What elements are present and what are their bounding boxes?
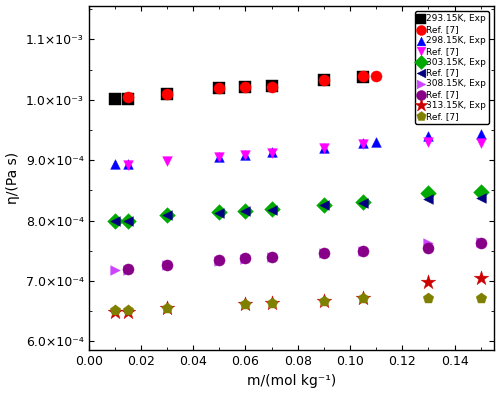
303.15K, Exp: [268, 206, 276, 212]
303.15K, Exp: [424, 190, 432, 197]
313.15K, Exp: [124, 309, 132, 316]
308.15K, Exp: [163, 262, 171, 268]
313.15K, Exp: [242, 301, 250, 308]
293.15K, Exp: [424, 71, 432, 77]
Ref. [7]: [320, 202, 328, 208]
Ref. [7]: [424, 71, 432, 77]
293.15K, Exp: [320, 77, 328, 84]
308.15K, Exp: [320, 250, 328, 256]
Ref. [7]: [242, 152, 250, 158]
Ref. [7]: [424, 295, 432, 301]
Ref. [7]: [124, 217, 132, 224]
293.15K, Exp: [163, 91, 171, 97]
Y-axis label: η/(Pa s): η/(Pa s): [6, 152, 20, 204]
308.15K, Exp: [424, 240, 432, 247]
298.15K, Exp: [476, 130, 484, 137]
Ref. [7]: [216, 153, 224, 160]
Ref. [7]: [242, 208, 250, 214]
303.15K, Exp: [111, 217, 119, 224]
Ref. [7]: [268, 254, 276, 260]
Ref. [7]: [424, 196, 432, 203]
Ref. [7]: [124, 307, 132, 313]
303.15K, Exp: [320, 202, 328, 208]
298.15K, Exp: [359, 140, 367, 147]
Ref. [7]: [320, 249, 328, 256]
Ref. [7]: [424, 139, 432, 145]
Legend: 293.15K, Exp, Ref. [7], 298.15K, Exp, Ref. [7], 303.15K, Exp, Ref. [7], 308.15K,: 293.15K, Exp, Ref. [7], 298.15K, Exp, Re…: [415, 11, 489, 124]
Ref. [7]: [359, 200, 367, 206]
Ref. [7]: [268, 206, 276, 213]
Ref. [7]: [163, 158, 171, 164]
303.15K, Exp: [242, 208, 250, 214]
Ref. [7]: [163, 212, 171, 218]
Ref. [7]: [124, 266, 132, 272]
Ref. [7]: [359, 72, 367, 79]
313.15K, Exp: [163, 305, 171, 311]
Ref. [7]: [268, 300, 276, 307]
298.15K, Exp: [424, 133, 432, 139]
Ref. [7]: [476, 195, 484, 201]
Ref. [7]: [111, 307, 119, 313]
Ref. [7]: [242, 301, 250, 308]
308.15K, Exp: [124, 267, 132, 273]
293.15K, Exp: [359, 74, 367, 80]
298.15K, Exp: [124, 161, 132, 167]
313.15K, Exp: [476, 275, 484, 282]
Ref. [7]: [359, 247, 367, 254]
Ref. [7]: [242, 255, 250, 261]
293.15K, Exp: [268, 83, 276, 89]
Ref. [7]: [476, 240, 484, 247]
Ref. [7]: [163, 91, 171, 97]
Ref. [7]: [476, 71, 484, 77]
313.15K, Exp: [268, 300, 276, 307]
X-axis label: m/(mol kg⁻¹): m/(mol kg⁻¹): [246, 374, 336, 388]
303.15K, Exp: [163, 212, 171, 218]
Ref. [7]: [163, 262, 171, 268]
298.15K, Exp: [372, 139, 380, 145]
293.15K, Exp: [111, 95, 119, 102]
Ref. [7]: [163, 305, 171, 311]
293.15K, Exp: [216, 85, 224, 91]
Ref. [7]: [320, 77, 328, 83]
313.15K, Exp: [359, 295, 367, 301]
298.15K, Exp: [242, 152, 250, 158]
Ref. [7]: [124, 94, 132, 100]
313.15K, Exp: [424, 279, 432, 285]
308.15K, Exp: [476, 238, 484, 245]
Ref. [7]: [216, 85, 224, 91]
313.15K, Exp: [111, 309, 119, 316]
308.15K, Exp: [242, 255, 250, 262]
Ref. [7]: [124, 162, 132, 168]
303.15K, Exp: [476, 188, 484, 195]
293.15K, Exp: [476, 68, 484, 74]
Ref. [7]: [216, 210, 224, 216]
293.15K, Exp: [124, 95, 132, 102]
298.15K, Exp: [111, 161, 119, 167]
298.15K, Exp: [268, 149, 276, 156]
298.15K, Exp: [320, 145, 328, 151]
313.15K, Exp: [320, 298, 328, 304]
308.15K, Exp: [268, 254, 276, 260]
Ref. [7]: [359, 295, 367, 301]
Ref. [7]: [320, 298, 328, 304]
Ref. [7]: [424, 245, 432, 251]
Ref. [7]: [268, 150, 276, 156]
Ref. [7]: [372, 72, 380, 79]
Ref. [7]: [242, 84, 250, 90]
Ref. [7]: [268, 84, 276, 90]
Ref. [7]: [476, 140, 484, 147]
303.15K, Exp: [124, 217, 132, 224]
308.15K, Exp: [216, 258, 224, 264]
303.15K, Exp: [216, 209, 224, 215]
Ref. [7]: [476, 295, 484, 301]
298.15K, Exp: [216, 154, 224, 160]
303.15K, Exp: [359, 199, 367, 205]
308.15K, Exp: [359, 247, 367, 254]
Ref. [7]: [111, 217, 119, 224]
Ref. [7]: [216, 257, 224, 264]
Ref. [7]: [359, 141, 367, 148]
293.15K, Exp: [242, 84, 250, 90]
308.15K, Exp: [111, 267, 119, 273]
Ref. [7]: [320, 145, 328, 151]
